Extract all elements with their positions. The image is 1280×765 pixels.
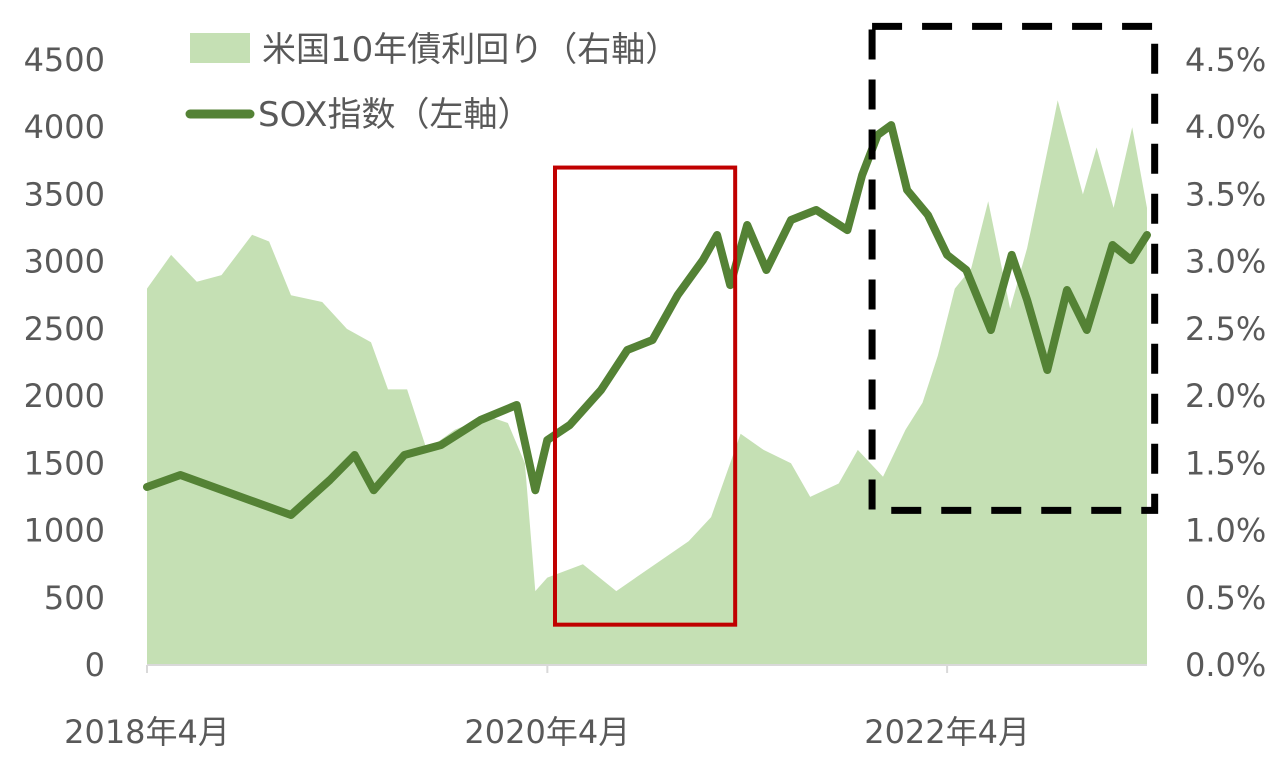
right-tick-label: 0.0% [1185, 646, 1266, 684]
legend-label-sox: SOX指数（左軸） [258, 95, 531, 135]
right-tick-label: 3.0% [1185, 243, 1266, 281]
annotations [552, 22, 1159, 627]
right-tick-label: 1.5% [1185, 444, 1266, 482]
yield-area-layer [147, 100, 1147, 666]
left-tick-label: 1000 [24, 512, 105, 550]
right-tick-label: 1.0% [1185, 512, 1266, 550]
right-axis-ticks: 0.0% 0.5% 1.0% 1.5% 2.0% 2.5% 3.0% 3.5% 4.0% 4.5% [1185, 41, 1266, 684]
legend-swatch-yield [190, 33, 250, 63]
x-tick-label: 2020年4月 [464, 713, 630, 751]
right-tick-label: 4.0% [1185, 108, 1266, 146]
left-tick-label: 1500 [24, 444, 105, 482]
legend-label-yield: 米国10年債利回り（右軸） [262, 30, 679, 70]
dashed-highlight-box [868, 22, 1159, 514]
left-tick-label: 2000 [24, 377, 105, 415]
legend: 米国10年債利回り（右軸） SOX指数（左軸） [185, 30, 679, 135]
right-tick-label: 3.5% [1185, 175, 1266, 213]
left-tick-label: 0 [85, 646, 105, 684]
left-tick-label: 3500 [24, 175, 105, 213]
x-tick-label: 2022年4月 [864, 713, 1030, 751]
sox-line-layer [143, 121, 1151, 519]
red-highlight-box [552, 165, 738, 627]
yield-area [147, 100, 1147, 666]
left-tick-label: 3000 [24, 243, 105, 281]
right-tick-label: 2.5% [1185, 310, 1266, 348]
left-tick-label: 4500 [24, 41, 105, 79]
sox-line [143, 121, 1151, 519]
left-tick-label: 2500 [24, 310, 105, 348]
right-tick-label: 0.5% [1185, 579, 1266, 617]
left-axis-ticks: 0 500 1000 1500 2000 2500 3000 3500 4000 4500 [24, 41, 105, 684]
x-tick-label: 2018年4月 [64, 713, 230, 751]
left-tick-label: 500 [44, 579, 105, 617]
x-axis-ticks: 2018年4月 2020年4月 2022年4月 [64, 665, 1030, 751]
left-tick-label: 4000 [24, 108, 105, 146]
right-tick-label: 2.0% [1185, 377, 1266, 415]
right-tick-label: 4.5% [1185, 41, 1266, 79]
